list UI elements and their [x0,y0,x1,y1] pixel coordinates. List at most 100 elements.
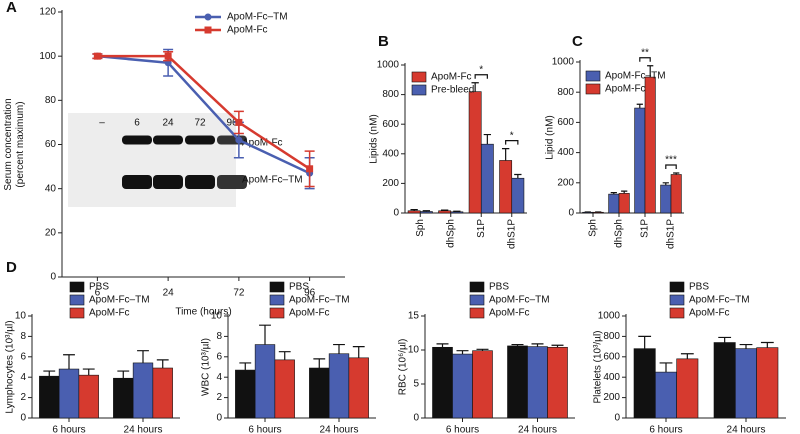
bar [274,359,295,419]
bar [472,350,493,419]
error-bar [456,350,469,355]
error-bar [621,190,628,194]
y-tick-label: 15 [408,311,420,322]
legend-label: PBS [89,282,109,293]
legend-marker [204,26,212,34]
marker [93,52,101,60]
error-bar [514,173,522,179]
y-tick-label: 2 [20,392,26,403]
blot-lane-label: – [99,118,105,129]
bar [634,107,646,214]
y-tick-label: 0 [216,413,222,424]
legend-swatch [69,307,85,319]
blot-band [153,175,183,189]
blot-band [185,135,215,145]
legend-label: ApoM-Fc–TM [689,295,750,306]
error-bar [739,343,753,349]
y-tick-label: 120 [39,7,56,18]
x-tick-label: S1P [476,219,487,238]
marker [164,52,172,60]
legend-swatch [69,294,85,306]
bar [608,193,620,214]
y-tick-label: 800 [382,89,399,100]
y-tick-label: 10 [408,345,420,356]
y-axis-label-line: Serum concentration [3,98,14,190]
legend-label: ApoM-Fc [227,25,268,36]
legend-swatch [669,294,685,306]
blot-lane-label: 24 [162,118,174,129]
y-tick-label: 8 [20,331,26,342]
error-bar [673,172,680,175]
y-tick-label: 0 [20,413,26,424]
y-tick-label: 1000 [598,311,621,322]
legend-label: ApoM-Fc [431,72,472,83]
bar [254,344,276,419]
y-tick-label: 200 [382,178,399,189]
legend-label: ApoM-Fc [689,308,730,319]
bar [452,353,473,419]
y-axis-label: Lymphocytes (10³/µl) [5,320,16,413]
legend-swatch [669,307,685,319]
bar [468,91,482,214]
significance-label: * [510,130,514,141]
y-tick-label: 600 [603,351,620,362]
blot-lane-label: 72 [194,118,206,129]
legend-swatch [269,294,285,306]
y-tick-label: 1000 [552,57,575,68]
bar [756,347,779,419]
y-tick-label: 0 [568,208,574,219]
marker [306,165,314,173]
error-bar [476,348,489,351]
y-tick-label: 4 [216,372,222,383]
y-tick-label: 0 [50,272,56,283]
significance-label: *** [665,155,677,166]
y-tick-label: 60 [45,139,57,150]
error-bar [410,208,418,211]
significance-bracket [665,164,677,169]
legend-swatch [469,294,485,306]
blot-band [217,175,247,189]
y-tick-label: 6 [20,351,26,362]
bar [78,374,99,419]
bar [547,346,568,419]
bar [348,357,369,419]
legend-swatch [469,281,485,293]
bar [713,342,736,419]
y-tick-label: 6 [216,351,222,362]
bar [499,160,513,214]
error-bar [313,358,326,369]
y-tick-label: 800 [557,87,574,98]
y-tick-label: 0 [413,413,419,424]
x-tick-label: 6 hours [52,425,85,434]
legend-label: ApoM-Fc [89,308,130,319]
y-tick-label: 400 [603,372,620,383]
legend-swatch [585,83,601,95]
legend-label: ApoM-Fc–TM [605,71,666,82]
legend-label: PBS [489,282,509,293]
significance-bracket [505,140,519,145]
bar [511,177,525,214]
x-tick-label: Sph [588,219,599,237]
marker [235,136,243,144]
x-tick-label: 72 [233,288,245,299]
legend-label: Pre-bleed [431,85,474,96]
marker [235,118,243,126]
y-tick-label: 600 [557,117,574,128]
y-tick-label: 10 [15,311,27,322]
y-axis-label: Platelets (10³/µl) [593,330,604,403]
x-tick-label: 24 [163,288,175,299]
error-bar [471,82,479,92]
y-tick-label: 10 [211,311,223,322]
x-tick-label: dhS1P [506,219,517,249]
error-bar [422,210,431,212]
bar [507,345,528,419]
y-tick-label: 100 [39,51,56,62]
panel-letter: A [6,0,17,16]
bar [58,368,80,419]
series-line [97,54,311,170]
bar [113,377,134,419]
x-tick-label: 24 hours [518,425,557,434]
error-bar [680,353,694,359]
x-tick-label: dhSph [614,219,625,248]
